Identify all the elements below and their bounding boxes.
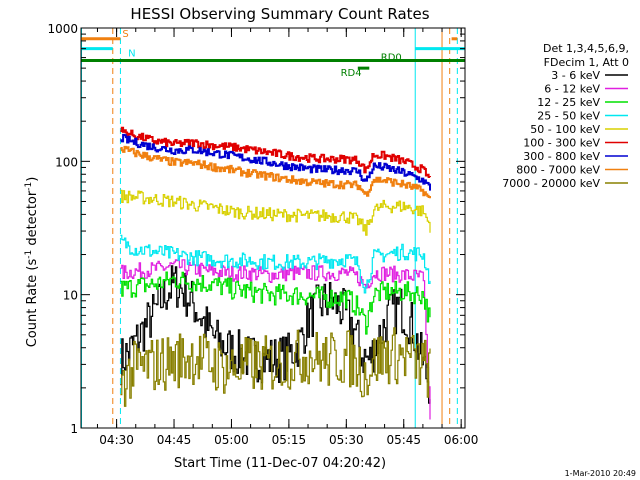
series-line-5 <box>120 126 431 178</box>
legend-entry-label: 300 - 800 keV <box>523 150 600 163</box>
flag-label-n: N <box>128 49 135 60</box>
footer-date: 1-Mar-2010 20:49 <box>565 469 636 478</box>
chart-title: HESSI Observing Summary Count Rates <box>130 5 429 23</box>
x-tick-label: 05:00 <box>214 433 249 447</box>
flag-label-rd0: RD0 <box>381 53 402 64</box>
axes: 1 10 100 1000 04:30 04:45 05:00 05:15 05:30 05:45… <box>47 22 478 447</box>
flag-label-rd4: RD4 <box>341 68 362 79</box>
y-axis-label: Count Rate (s-1 detector-1) <box>24 177 40 348</box>
x-tick-label: 04:45 <box>157 433 192 447</box>
legend-entry-label: 6 - 12 keV <box>544 83 600 96</box>
series-line-4 <box>120 189 431 236</box>
series-line-8 <box>120 327 431 407</box>
plot-frame <box>80 27 466 429</box>
legend-entry-label: 12 - 25 keV <box>537 96 600 109</box>
y-axis-label-part2: detector <box>25 190 40 250</box>
legend-entry-label: 3 - 6 keV <box>551 69 600 82</box>
series-line-1 <box>120 258 431 420</box>
y-tick-label: 1 <box>70 422 78 436</box>
series-line-3 <box>120 234 431 294</box>
y-axis-label-sup1: -1 <box>24 250 34 259</box>
plot-area: SN RD0 RD4 <box>81 28 465 428</box>
legend-entry-label: 800 - 7000 keV <box>516 164 600 177</box>
legend-entry-label: 7000 - 20000 keV <box>502 177 600 190</box>
flag-label-s: S <box>122 29 128 40</box>
legend-entry-label: 25 - 50 keV <box>537 110 600 123</box>
y-tick-label: 10 <box>63 289 78 303</box>
y-tick-label: 100 <box>55 155 78 169</box>
y-axis-label-part1: Count Rate (s <box>25 259 40 348</box>
legend-entry-label: 50 - 100 keV <box>530 123 600 136</box>
y-tick-label: 1000 <box>47 22 78 36</box>
x-tick-label: 05:45 <box>386 433 421 447</box>
legend: Det 1,3,4,5,6,9,FDecim 1, Att 03 - 6 keV… <box>502 42 629 190</box>
series-line-7 <box>120 145 431 199</box>
y-axis-label-part3: ) <box>25 177 40 182</box>
x-axis-label: Start Time (11-Dec-07 04:20:42) <box>174 456 386 471</box>
legend-entry-label: 100 - 300 keV <box>523 137 600 150</box>
x-tick-label: 05:15 <box>272 433 307 447</box>
legend-header-1: Det 1,3,4,5,6,9, <box>543 42 629 55</box>
x-tick-label: 04:30 <box>99 433 134 447</box>
x-tick-label: 06:00 <box>444 433 479 447</box>
legend-header-2: FDecim 1, Att 0 <box>544 56 629 69</box>
x-tick-label: 05:30 <box>329 433 364 447</box>
series-line-2 <box>120 271 431 335</box>
series-line-6 <box>120 133 431 191</box>
y-axis-label-sup2: -1 <box>24 182 34 191</box>
